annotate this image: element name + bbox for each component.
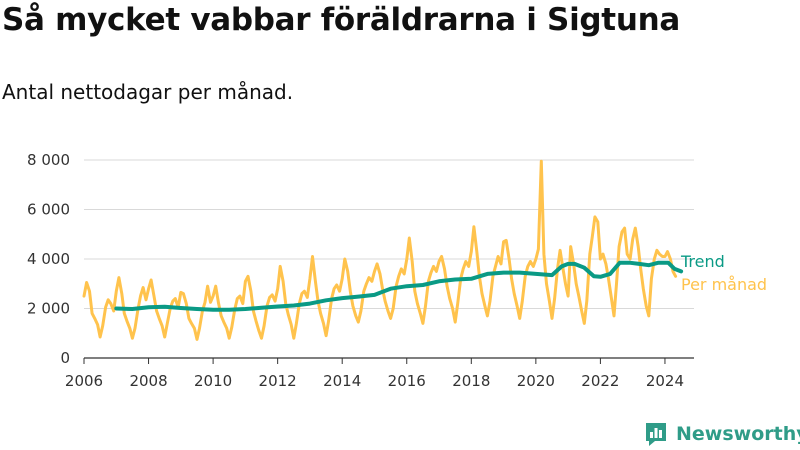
series-lines	[82, 159, 684, 341]
monthly-series-line	[82, 159, 678, 341]
y-tick-label: 0	[60, 349, 70, 367]
y-tick-label: 6 000	[27, 201, 70, 219]
gridlines	[84, 159, 694, 309]
y-tick-label: 8 000	[27, 151, 70, 169]
x-tick-label: 2018	[452, 372, 490, 390]
legend-label-trend: Trend	[680, 252, 725, 271]
trend-series-line	[114, 260, 684, 312]
y-tick-label: 2 000	[27, 300, 70, 318]
x-axis: 2006 2008 2010 2012 2014 2016 2018 2020 2022 2024	[65, 357, 694, 390]
x-tick-label: 2010	[194, 372, 232, 390]
x-tick-label: 2024	[646, 372, 684, 390]
newsworthy-logo: Newsworthy	[644, 420, 800, 448]
chart-title: Så mycket vabbar föräldrarna i Sigtuna	[2, 2, 680, 38]
x-tick-label: 2012	[259, 372, 297, 390]
legend-label-monthly: Per månad	[681, 275, 767, 294]
x-tick-label: 2008	[129, 372, 167, 390]
y-axis-tick-labels: 0 2 000 4 000 6 000 8 000	[27, 151, 70, 367]
x-tick-label: 2014	[323, 372, 361, 390]
x-tick-label: 2022	[581, 372, 619, 390]
legend: Trend Per månad	[680, 252, 767, 294]
x-tick-label: 2016	[388, 372, 426, 390]
y-tick-label: 4 000	[27, 250, 70, 268]
chart-subtitle: Antal nettodagar per månad.	[2, 80, 294, 104]
logo-text: Newsworthy	[676, 423, 800, 445]
x-tick-label: 2006	[65, 372, 103, 390]
x-tick-label: 2020	[517, 372, 555, 390]
chat-bar-chart-icon	[646, 423, 666, 446]
